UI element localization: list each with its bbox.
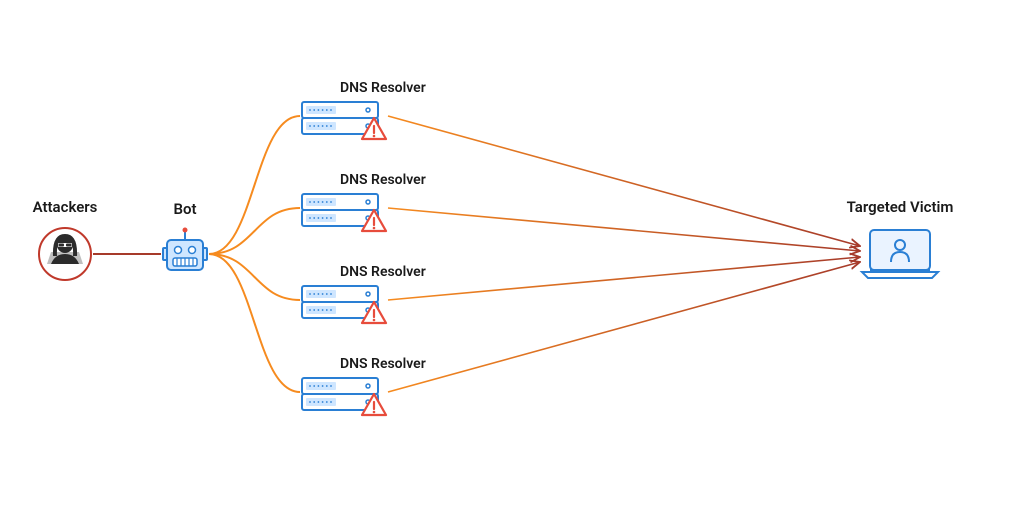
edge-bot-to-resolver xyxy=(209,254,300,300)
victim-label: Targeted Victim xyxy=(847,198,954,216)
laptop-icon xyxy=(862,230,938,278)
edge-bot-to-resolver xyxy=(209,208,300,254)
edges-layer xyxy=(93,116,860,392)
edge-bot-to-resolver xyxy=(209,116,300,254)
bot-icon xyxy=(163,228,207,271)
edge-resolver-to-victim xyxy=(388,257,860,300)
resolvers-group: DNS Resolver DNS Resolver DNS Resolver DNS … xyxy=(302,80,426,415)
edge-resolver-to-victim xyxy=(388,208,860,251)
bot-node: Bot xyxy=(163,200,207,270)
edge-bot-to-resolver xyxy=(209,254,300,392)
victim-node: Targeted Victim xyxy=(847,198,954,278)
bot-label: Bot xyxy=(173,200,196,218)
attacker-node: Attackers xyxy=(33,198,98,280)
dns-resolver-node: DNS Resolver xyxy=(302,356,426,415)
dns-amplification-diagram: Attackers Bot xyxy=(0,0,1024,508)
dns-resolver-node: DNS Resolver xyxy=(302,172,426,231)
dns-resolver-label: DNS Resolver xyxy=(340,356,426,372)
dns-resolver-node: DNS Resolver xyxy=(302,264,426,323)
dns-resolver-label: DNS Resolver xyxy=(340,80,426,96)
edge-resolver-to-victim xyxy=(388,262,860,392)
edge-resolver-to-victim xyxy=(388,116,860,246)
dns-resolver-node: DNS Resolver xyxy=(302,80,426,139)
attacker-label: Attackers xyxy=(33,198,98,216)
attacker-icon xyxy=(39,228,91,280)
dns-resolver-label: DNS Resolver xyxy=(340,172,426,188)
dns-resolver-label: DNS Resolver xyxy=(340,264,426,280)
